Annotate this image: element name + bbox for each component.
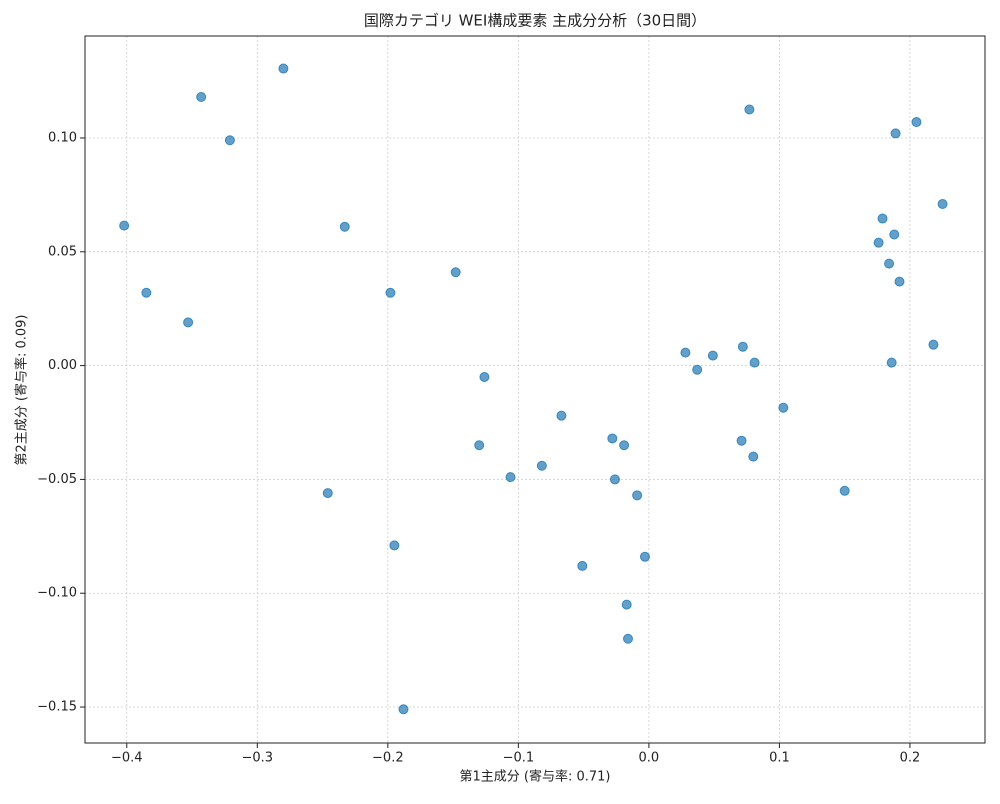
x-tick-label: −0.3 bbox=[242, 751, 274, 766]
point bbox=[119, 220, 130, 231]
y-tick-label: −0.10 bbox=[37, 586, 77, 601]
plot-frame bbox=[84, 35, 986, 744]
point bbox=[928, 339, 939, 350]
point bbox=[278, 63, 289, 74]
point bbox=[474, 440, 485, 451]
point bbox=[639, 551, 650, 562]
x-axis-label: 第1主成分 (寄与率: 0.71) bbox=[459, 769, 610, 785]
point bbox=[778, 402, 789, 413]
point bbox=[890, 128, 901, 139]
point bbox=[536, 460, 547, 471]
point bbox=[749, 357, 760, 368]
y-tick-label: 0.05 bbox=[48, 244, 77, 259]
point bbox=[385, 287, 396, 298]
point bbox=[632, 490, 643, 501]
point bbox=[389, 540, 400, 551]
point bbox=[873, 237, 884, 248]
y-axis-label: 第2主成分 (寄与率: 0.09) bbox=[14, 314, 30, 465]
point bbox=[398, 704, 409, 715]
point bbox=[183, 317, 194, 328]
point bbox=[556, 410, 567, 421]
point bbox=[707, 350, 718, 361]
point bbox=[196, 92, 207, 103]
x-tick-label: 0.0 bbox=[639, 751, 660, 766]
point bbox=[322, 488, 333, 499]
point bbox=[479, 371, 490, 382]
point bbox=[937, 198, 948, 209]
point bbox=[692, 364, 703, 375]
point bbox=[577, 560, 588, 571]
point bbox=[505, 472, 516, 483]
x-tick-label: −0.4 bbox=[111, 751, 143, 766]
point bbox=[839, 485, 850, 496]
point bbox=[737, 341, 748, 352]
y-tick-label: 0.10 bbox=[48, 130, 77, 145]
point bbox=[736, 435, 747, 446]
point bbox=[886, 357, 897, 368]
point bbox=[141, 287, 152, 298]
point bbox=[224, 135, 235, 146]
point bbox=[894, 276, 905, 287]
point bbox=[339, 221, 350, 232]
point bbox=[748, 451, 759, 462]
point bbox=[621, 599, 632, 610]
point bbox=[911, 117, 922, 128]
x-tick-label: 0.1 bbox=[769, 751, 790, 766]
y-tick-label: −0.15 bbox=[37, 700, 77, 715]
point bbox=[680, 347, 691, 358]
point bbox=[607, 433, 618, 444]
point bbox=[744, 104, 755, 115]
point bbox=[884, 258, 895, 269]
point bbox=[889, 229, 900, 240]
point bbox=[623, 633, 634, 644]
y-tick-label: −0.05 bbox=[37, 472, 77, 487]
chart-title: 国際カテゴリ WEI構成要素 主成分分析（30日間） bbox=[364, 12, 706, 30]
point bbox=[877, 213, 888, 224]
point bbox=[619, 440, 630, 451]
point bbox=[450, 267, 461, 278]
point bbox=[609, 474, 620, 485]
x-tick-label: −0.1 bbox=[503, 751, 535, 766]
x-tick-label: −0.2 bbox=[372, 751, 404, 766]
x-tick-label: 0.2 bbox=[900, 751, 921, 766]
y-tick-label: 0.00 bbox=[48, 358, 77, 373]
